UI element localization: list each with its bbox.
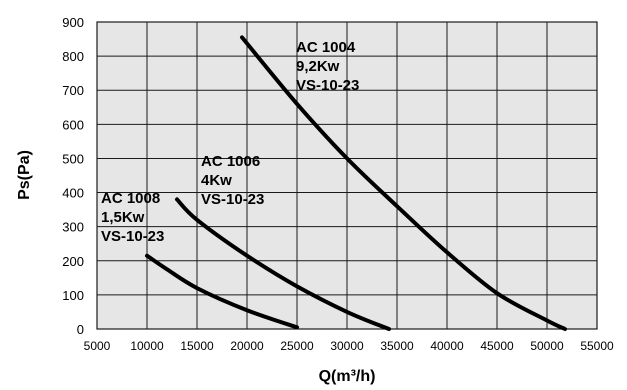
x-tick-label: 20000 xyxy=(230,339,264,353)
x-tick-label: 25000 xyxy=(280,339,314,353)
y-tick-label: 200 xyxy=(62,254,84,269)
series-label-line: AC 1004 xyxy=(296,39,356,56)
y-tick-label: 700 xyxy=(62,83,84,98)
x-tick-label: 40000 xyxy=(430,339,464,353)
y-tick-label: 900 xyxy=(62,15,84,30)
series-label-line: AC 1008 xyxy=(101,190,160,207)
series-label-line: VS-10-23 xyxy=(201,191,264,208)
y-tick-label: 100 xyxy=(62,288,84,303)
curve-ac-1006 xyxy=(175,197,391,331)
curve-ac-1004 xyxy=(240,35,567,331)
x-tick-label: 5000 xyxy=(84,339,111,353)
x-tick-label: 45000 xyxy=(480,339,514,353)
series-label-line: VS-10-23 xyxy=(101,228,164,245)
x-tick-label: 10000 xyxy=(130,339,164,353)
x-tick-label: 55000 xyxy=(580,339,614,353)
series-label-line: 1,5Kw xyxy=(101,209,145,226)
y-axis-title: Ps(Pa) xyxy=(16,150,33,200)
y-tick-label: 800 xyxy=(62,49,84,64)
curve-ac-1008 xyxy=(145,253,299,330)
y-tick-label: 400 xyxy=(62,186,84,201)
curves xyxy=(145,35,567,331)
x-tick-label: 35000 xyxy=(380,339,414,353)
x-tick-label: 50000 xyxy=(530,339,564,353)
series-label-line: 9,2Kw xyxy=(296,58,340,75)
y-tick-label: 300 xyxy=(62,220,84,235)
series-label-line: 4Kw xyxy=(201,172,232,189)
x-tick-label: 15000 xyxy=(180,339,214,353)
y-tick-label: 500 xyxy=(62,151,84,166)
series-labels: AC 1004 9,2Kw VS-10-23 AC 1006 4Kw VS-10-23 AC… xyxy=(101,39,359,245)
y-tick-label: 600 xyxy=(62,117,84,132)
x-axis-title: Q(m³/h) xyxy=(319,368,376,385)
grid xyxy=(97,22,597,329)
x-tick-label: 30000 xyxy=(330,339,364,353)
series-label-line: VS-10-23 xyxy=(296,77,359,94)
y-tick-label: 0 xyxy=(77,322,84,337)
axis-ticks: 5000 10000 15000 20000 25000 30000 35000 40000 4… xyxy=(62,15,614,353)
series-label-line: AC 1006 xyxy=(201,153,260,170)
